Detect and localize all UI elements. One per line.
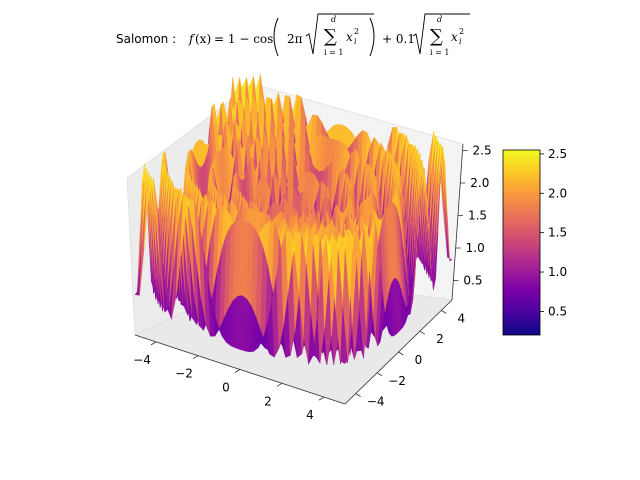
title-sum2-top: d <box>437 15 442 24</box>
surface-plot <box>134 73 453 366</box>
x-tick-label: −4 <box>133 353 151 367</box>
y-tick-label: 4 <box>457 311 465 325</box>
colorbar-tick-label: 0.5 <box>548 304 567 318</box>
title-two-pi: 2π <box>287 32 303 46</box>
title-sum2-bottom: i = 1 <box>430 48 449 57</box>
y-tick-mark <box>355 393 361 397</box>
z-tick-label: 1.0 <box>466 241 485 255</box>
x-tick-label: −2 <box>175 367 193 381</box>
x-tick-mark <box>234 369 241 373</box>
z-axis-line <box>451 143 464 301</box>
title-sqrt1 <box>305 13 374 55</box>
z-tick-label: 2.5 <box>473 144 492 158</box>
title-x2-sup: 2 <box>459 27 464 36</box>
y-tick-label: 2 <box>436 332 444 346</box>
colorbar-gradient <box>502 149 541 336</box>
title-sum1-top: d <box>331 15 336 24</box>
y-gridline <box>145 324 356 394</box>
title-sum1-bottom: i = 1 <box>324 48 343 57</box>
colorbar-ticks: 0.5 1.0 1.5 2.0 2.5 <box>540 147 567 318</box>
title-prefix: Salomon : <box>116 32 176 46</box>
x-tick-label: 2 <box>264 394 272 408</box>
chart-title: Salomon : f (x) = 1 − cos 2π d ∑ i = 1 x… <box>116 13 470 57</box>
title-x2: x <box>451 30 458 44</box>
title-plus: + 0.1 <box>382 32 415 46</box>
title-eq1: = 1 − cos <box>214 32 273 46</box>
x-tick-mark <box>150 341 157 346</box>
colorbar-tick-label: 2.0 <box>548 186 567 200</box>
z-tick-label: 0.5 <box>463 274 482 288</box>
x-tick-label: 0 <box>222 381 230 395</box>
title-x1-sub: i <box>354 37 357 46</box>
y-tick-mark <box>376 372 383 377</box>
title-sum2: ∑ <box>430 26 443 47</box>
title-f: f <box>188 32 196 46</box>
title-x: (x) <box>195 32 211 46</box>
title-x1-sup: 2 <box>354 27 359 36</box>
colorbar-tick-label: 1.5 <box>548 226 567 240</box>
z-axis-ticks: 0.5 1.0 1.5 2.0 2.5 <box>453 144 492 288</box>
title-left-paren <box>273 17 279 57</box>
x-tick-mark <box>276 382 283 387</box>
y-tick-mark <box>419 330 426 335</box>
y-tick-label: −4 <box>367 395 385 409</box>
x-tick-label: 4 <box>306 408 314 422</box>
title-right-paren <box>369 17 375 57</box>
z-tick-label: 1.5 <box>468 209 487 223</box>
colorbar-tick-label: 2.5 <box>548 147 567 161</box>
y-tick-mark <box>441 310 447 314</box>
y-tick-label: 0 <box>415 353 423 367</box>
title-x1: x <box>346 30 353 44</box>
colorbar-tick-label: 1.0 <box>548 265 567 279</box>
title-sqrt2 <box>412 13 470 55</box>
title-sum1: ∑ <box>324 26 337 47</box>
x-tick-mark <box>192 355 199 360</box>
x-axis-ticks: −4 −2 0 2 4 <box>133 341 325 422</box>
x-tick-mark <box>318 396 325 401</box>
y-tick-mark <box>398 351 404 356</box>
colorbar: 0.5 1.0 1.5 2.0 2.5 <box>502 147 567 336</box>
y-axis-ticks: −4−2 024 <box>355 310 465 409</box>
y-tick-label: −2 <box>388 374 406 388</box>
title-x2-sub: i <box>459 37 462 46</box>
z-tick-label: 2.0 <box>470 176 489 190</box>
surface-patch <box>340 307 348 364</box>
